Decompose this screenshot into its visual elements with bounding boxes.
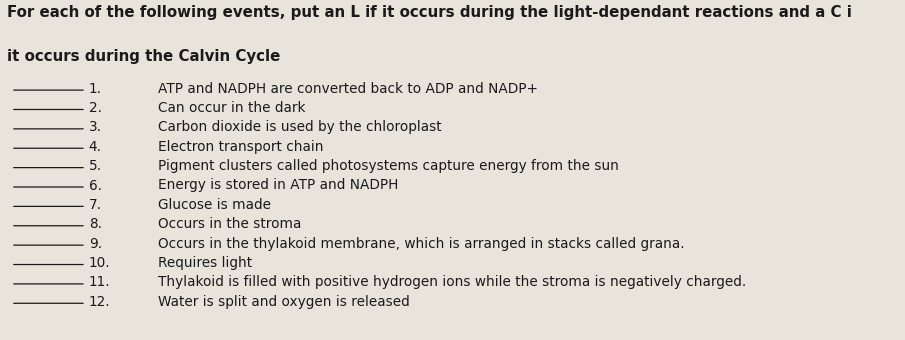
Text: ATP and NADPH are converted back to ADP and NADP+: ATP and NADPH are converted back to ADP … <box>158 82 538 96</box>
Text: 3.: 3. <box>89 120 101 134</box>
Text: Pigment clusters called photosystems capture energy from the sun: Pigment clusters called photosystems cap… <box>158 159 619 173</box>
Text: Electron transport chain: Electron transport chain <box>158 140 324 154</box>
Text: 5.: 5. <box>89 159 102 173</box>
Text: 8.: 8. <box>89 217 101 231</box>
Text: 10.: 10. <box>89 256 110 270</box>
Text: Requires light: Requires light <box>158 256 252 270</box>
Text: 6.: 6. <box>89 178 101 192</box>
Text: 11.: 11. <box>89 275 110 289</box>
Text: 12.: 12. <box>89 295 110 309</box>
Text: Glucose is made: Glucose is made <box>158 198 272 212</box>
Text: Can occur in the dark: Can occur in the dark <box>158 101 306 115</box>
Text: 2.: 2. <box>89 101 101 115</box>
Text: Carbon dioxide is used by the chloroplast: Carbon dioxide is used by the chloroplas… <box>158 120 442 134</box>
Text: it occurs during the Calvin Cycle: it occurs during the Calvin Cycle <box>7 49 281 64</box>
Text: 9.: 9. <box>89 237 102 251</box>
Text: Energy is stored in ATP and NADPH: Energy is stored in ATP and NADPH <box>158 178 399 192</box>
Text: 1.: 1. <box>89 82 101 96</box>
Text: Thylakoid is filled with positive hydrogen ions while the stroma is negatively c: Thylakoid is filled with positive hydrog… <box>158 275 747 289</box>
Text: 7.: 7. <box>89 198 101 212</box>
Text: Occurs in the stroma: Occurs in the stroma <box>158 217 301 231</box>
Text: Occurs in the thylakoid membrane, which is arranged in stacks called grana.: Occurs in the thylakoid membrane, which … <box>158 237 685 251</box>
Text: Water is split and oxygen is released: Water is split and oxygen is released <box>158 295 410 309</box>
Text: 4.: 4. <box>89 140 101 154</box>
Text: For each of the following events, put an L if it occurs during the light-dependa: For each of the following events, put an… <box>7 5 853 20</box>
